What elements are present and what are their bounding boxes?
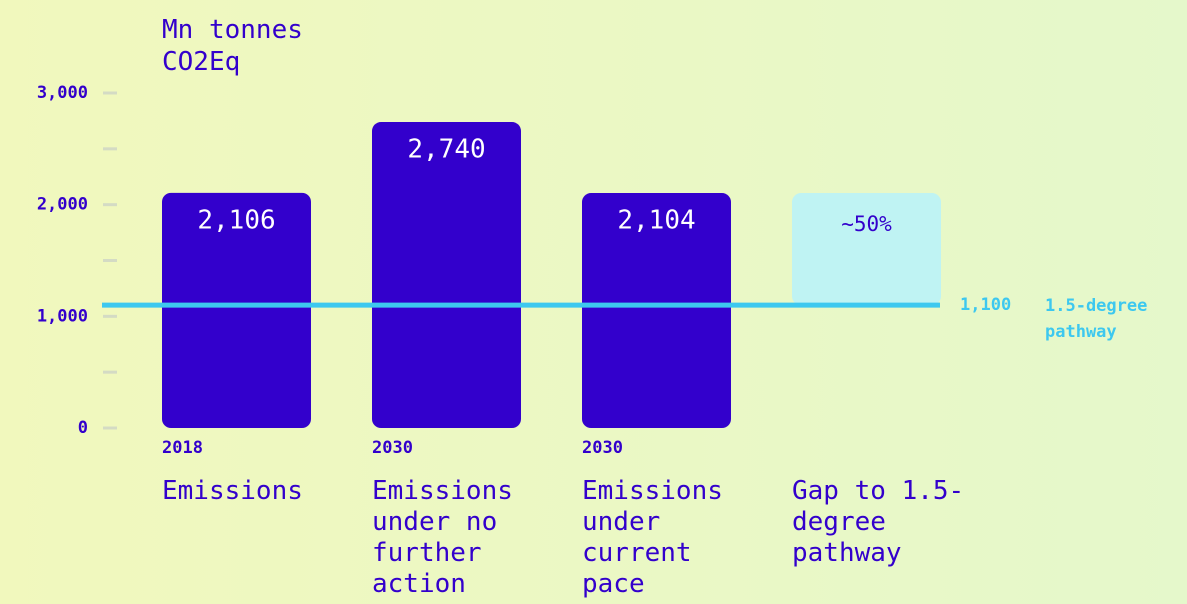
year-label: 2018 [162,438,203,458]
y-tick-label: 1,000 [37,306,88,326]
x-tick-label: Gap to 1.5-degree pathway [792,476,965,568]
reference-label: 1.5-degree pathway [1045,296,1148,343]
year-label: 2030 [372,438,413,458]
x-tick-label: Emissions under current pace [582,476,723,599]
gap-bar [792,193,941,306]
value-label: 2,104 [617,206,695,236]
y-axis-label: Mn tonnes CO2Eq [162,15,303,77]
bar [582,193,731,428]
y-tick-label: 3,000 [37,83,88,103]
x-tick-label: Emissions [162,476,303,506]
year-label: 2030 [582,438,623,458]
y-tick-label: 2,000 [37,195,88,215]
value-label: 2,740 [407,135,485,165]
bar [372,122,521,429]
x-tick-label: Emissions under no further action [372,476,513,599]
y-tick-label: 0 [78,418,88,438]
value-label: 2,106 [197,205,275,235]
bar [162,192,311,428]
reference-value-label: 1,100 [960,295,1011,315]
gap-label: ~50% [841,212,892,236]
